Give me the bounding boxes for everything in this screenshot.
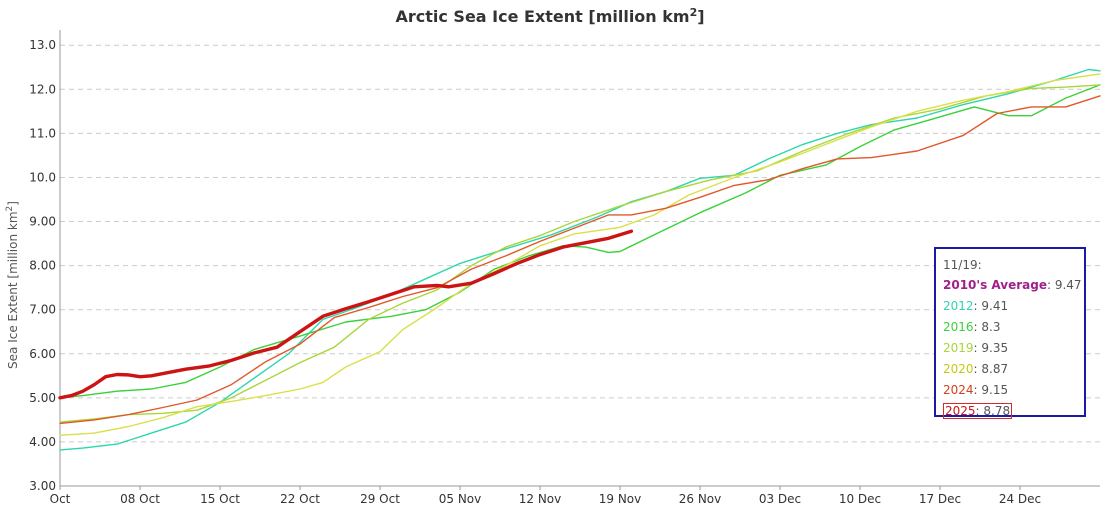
x-tick-label: 22 Oct <box>280 492 320 506</box>
legend-series-value: 9.41 <box>981 299 1009 313</box>
x-tick-label: 12 Nov <box>519 492 562 506</box>
legend-item: 2019: 9.35 <box>943 341 1009 355</box>
y-tick-label: 3.00 <box>29 479 56 493</box>
series <box>58 68 1101 451</box>
legend-item: 2025: 8.78 <box>943 403 1013 419</box>
legend-series-name: 2020 <box>943 362 974 376</box>
x-tick-label: 17 Dec <box>919 492 961 506</box>
y-tick-label: 6.00 <box>29 347 56 361</box>
series-line-2020 <box>59 73 1101 436</box>
series-line-2016 <box>59 84 1101 399</box>
legend-series-value: 8.78 <box>983 404 1011 418</box>
x-tick-label: 10 Dec <box>839 492 881 506</box>
x-tick-label: 03 Dec <box>759 492 801 506</box>
legend-series-name: 2016 <box>943 320 974 334</box>
y-tick-label: 10.0 <box>29 170 56 184</box>
legend-series-name: 2024 <box>943 383 974 397</box>
legend-series-name: 2010's Average <box>943 278 1047 292</box>
x-tick-label: 08 Oct <box>120 492 160 506</box>
x-tick-label: 15 Oct <box>200 492 240 506</box>
legend-series-value: 8.87 <box>981 362 1009 376</box>
y-tick-label: 11.0 <box>29 126 56 140</box>
y-tick-label: 4.00 <box>29 435 56 449</box>
legend-series-name: 2012 <box>943 299 974 313</box>
series-line-2012 <box>59 68 1101 451</box>
y-tick-label: 12.0 <box>29 82 56 96</box>
legend-item: 2024: 9.15 <box>943 383 1009 397</box>
axes: 3.00 4.00 5.00 6.00 7.00 8.00 9.00 10.0 11.0 12.0… <box>29 30 1100 506</box>
legend-series-name: 2019 <box>943 341 974 355</box>
legend-item: 2016: 8.3 <box>943 320 1001 334</box>
legend-date: 11/19: <box>943 258 982 272</box>
y-tick-label: 9.00 <box>29 215 56 229</box>
y-tick-label: 13.0 <box>29 38 56 52</box>
legend-series-value: 9.15 <box>981 383 1009 397</box>
series-line-2024 <box>59 95 1101 425</box>
legend-item: 2010's Average: 9.47 <box>943 278 1082 292</box>
x-tick-label: 24 Dec <box>999 492 1041 506</box>
y-axis-label: Sea Ice Extent [million km2] <box>5 201 20 369</box>
legend-item: 2020: 8.87 <box>943 362 1009 376</box>
x-tick-label: 05 Nov <box>439 492 482 506</box>
legend-series-value: 9.35 <box>981 341 1009 355</box>
x-tick-label: 26 Nov <box>679 492 722 506</box>
x-tick-label: 19 Nov <box>599 492 642 506</box>
y-tick-label: 7.00 <box>29 303 56 317</box>
legend-series-value: 8.3 <box>981 320 1001 334</box>
legend-series-value: 9.47 <box>1054 278 1082 292</box>
legend-item: 2012: 9.41 <box>943 299 1009 313</box>
legend-rows: 2010's Average: 9.47 2012: 9.41 2016: 8.3 2… <box>943 275 1084 422</box>
legend-series-name: 2025 <box>945 404 976 418</box>
y-tick-label: 5.00 <box>29 391 56 405</box>
grid <box>60 44 1100 443</box>
x-tick-label: 29 Oct <box>360 492 400 506</box>
y-tick-label: 8.00 <box>29 259 56 273</box>
legend: 11/19: 2010's Average: 9.47 2012: 9.41 201… <box>934 247 1086 419</box>
series-line-2025 <box>58 229 634 400</box>
chart-title: Arctic Sea Ice Extent [million km2] <box>395 6 704 26</box>
x-tick-label: Oct <box>50 492 71 506</box>
